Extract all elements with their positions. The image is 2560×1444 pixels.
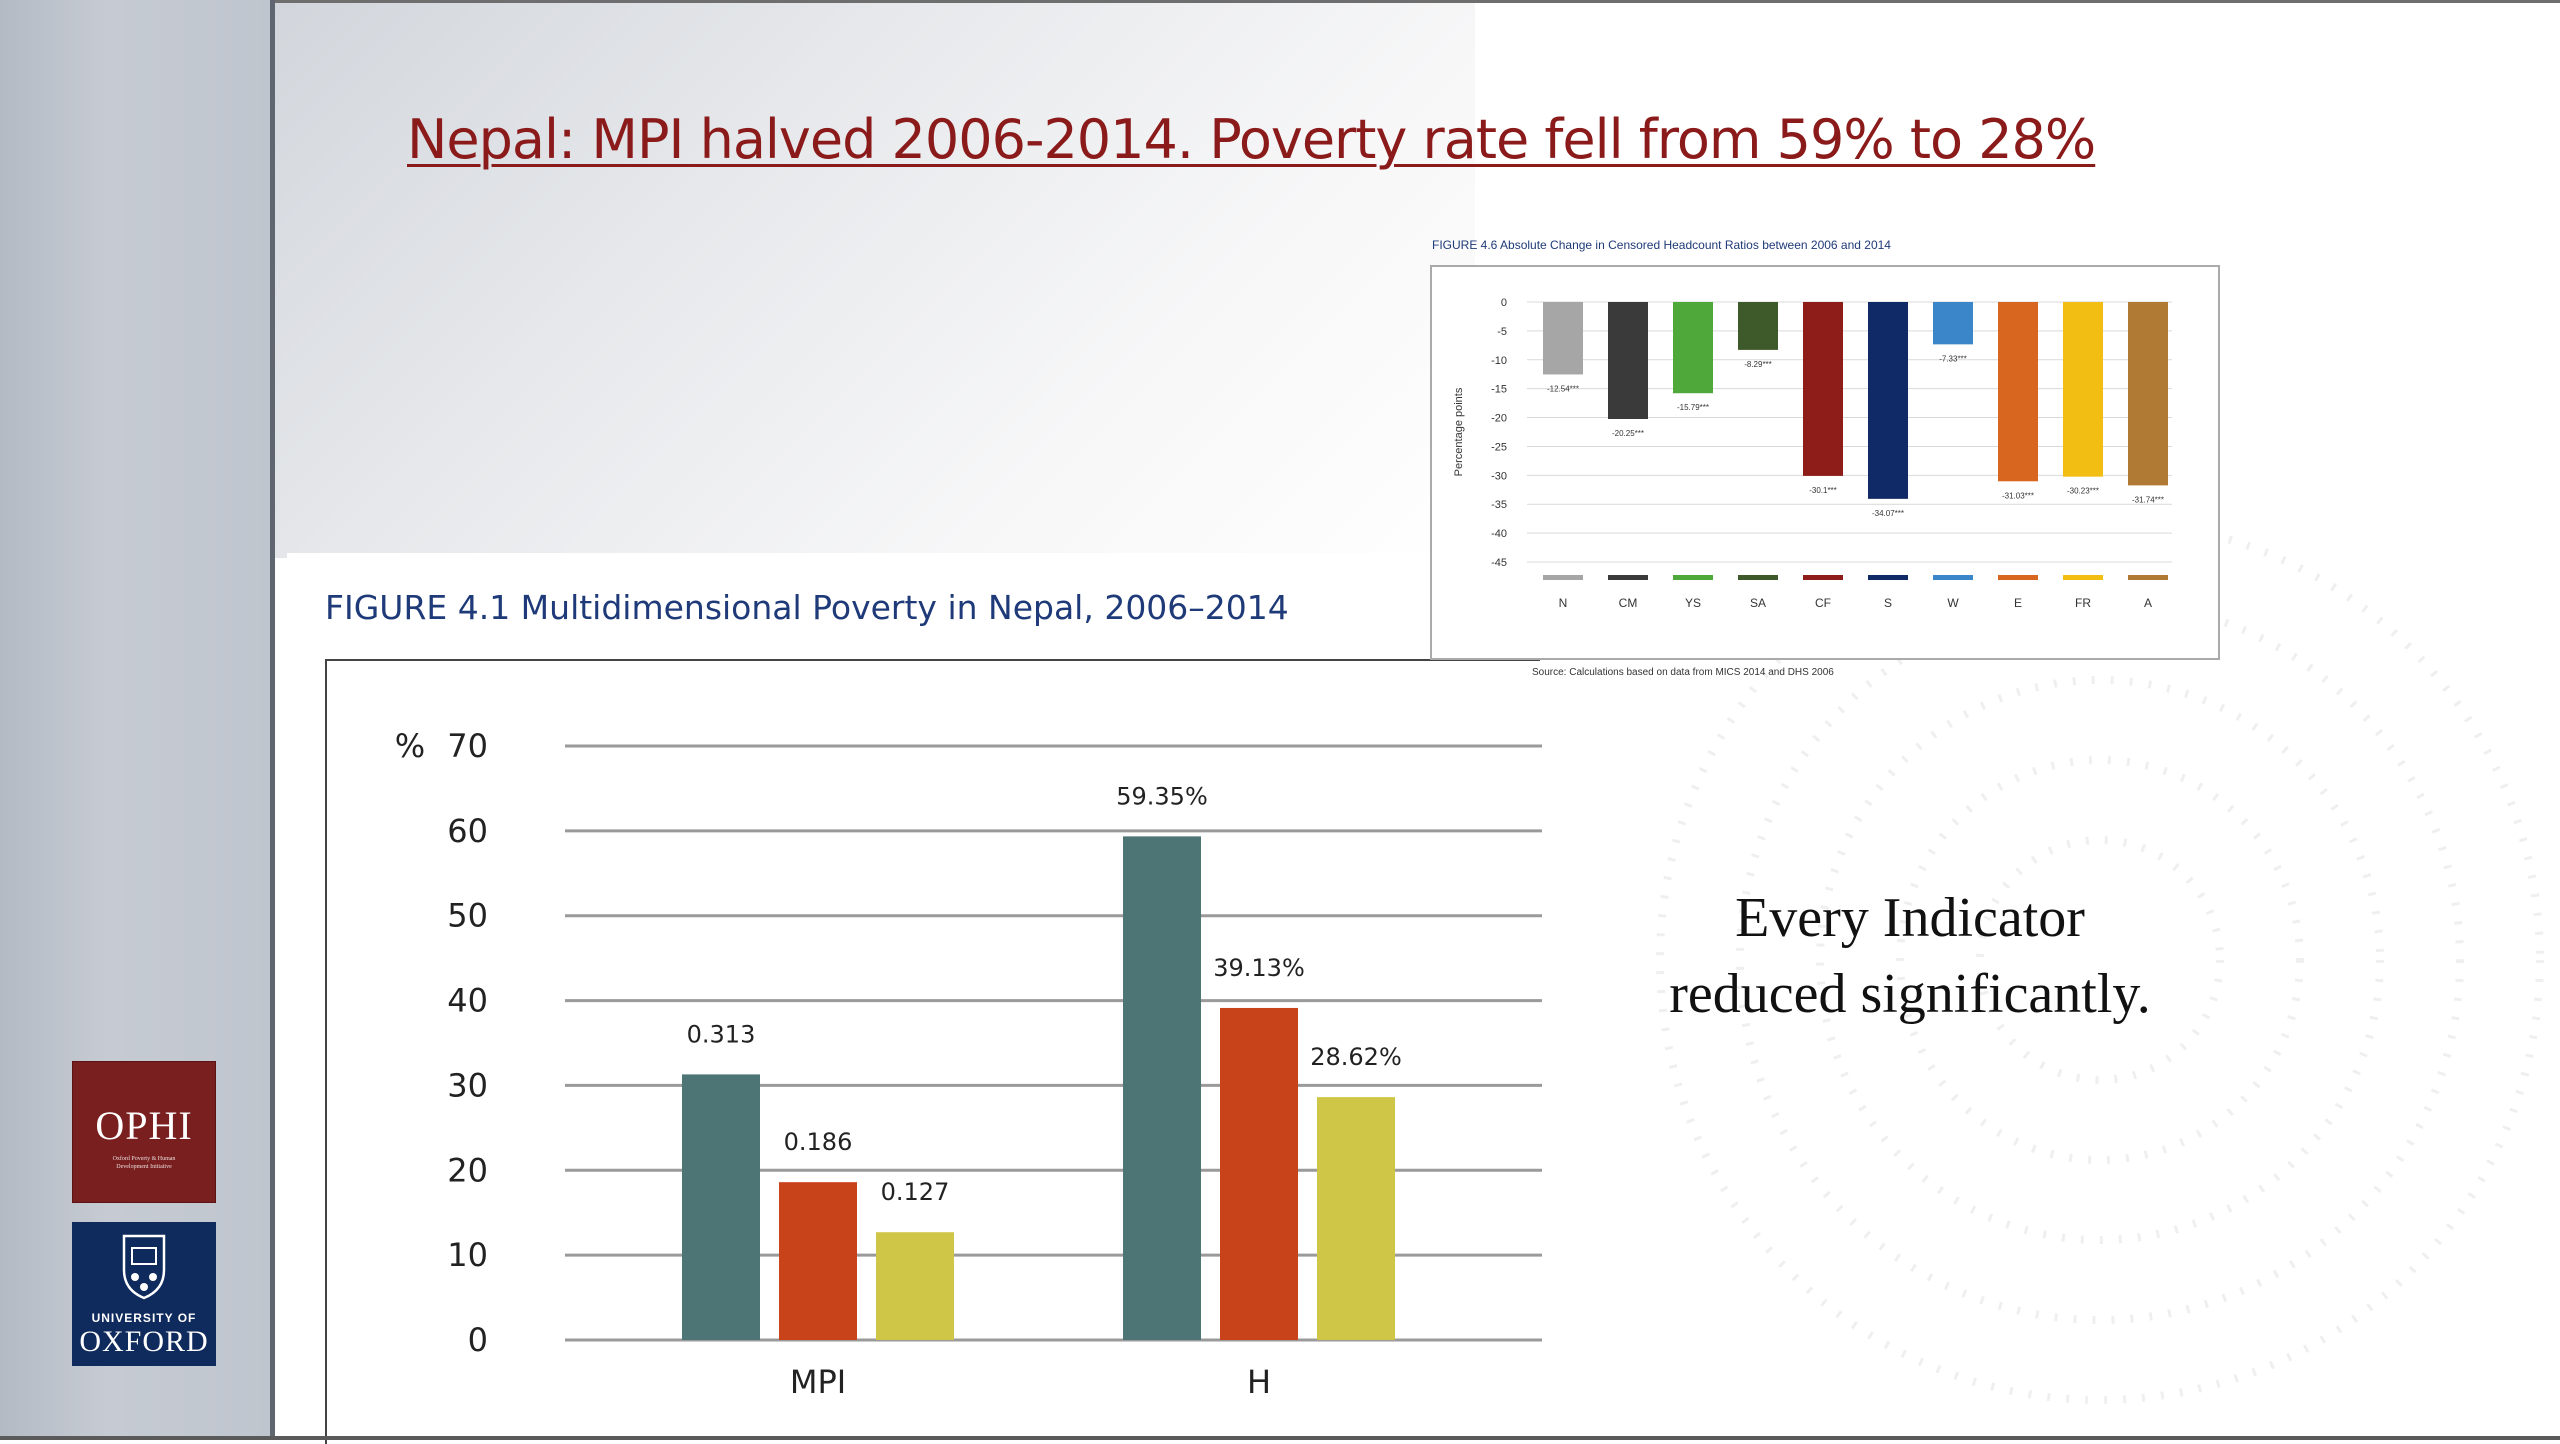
x-tick-label-ys: YS	[1685, 596, 1701, 610]
data-label-h-series-1: 59.35%	[1116, 782, 1208, 810]
y-unit-label: %	[395, 727, 425, 765]
x-tick-label-e: E	[2014, 596, 2022, 610]
data-label-w: -7.33***	[1939, 354, 1967, 363]
y-tick-label-5: 50	[447, 897, 488, 935]
bottom-border	[0, 1436, 2560, 1440]
y-tick-label-4: 40	[447, 982, 488, 1020]
y-tick-label-6: -30	[1491, 470, 1507, 482]
data-label-n: -12.54***	[1547, 384, 1579, 393]
figure-4-1-chart: 0 10 20 30 40 50 60 70% 0.313 0.186 0.127 MPI 59.35%…	[395, 727, 1542, 1401]
y-tick-label-4: -20	[1491, 413, 1507, 425]
y-tick-label-1: -5	[1497, 326, 1507, 338]
bar-sa	[1738, 302, 1778, 350]
bar-n	[1543, 302, 1583, 375]
legend-swatch-w	[1933, 575, 1973, 580]
y-tick-label-7: -35	[1491, 499, 1507, 511]
x-tick-label-h: H	[1247, 1363, 1271, 1401]
y-tick-label-7: 70	[447, 727, 488, 765]
y-axis-label: Percentage points	[1453, 387, 1465, 476]
oxford-name: OXFORD	[79, 1325, 209, 1358]
x-tick-label-sa: SA	[1750, 596, 1766, 610]
legend-swatch-a	[2128, 575, 2168, 580]
data-label-cf: -30.1***	[1809, 486, 1837, 495]
oxford-logo: UNIVERSITY OF OXFORD	[72, 1222, 216, 1366]
bar-h-series-3	[1317, 1097, 1395, 1340]
figure-4-6-chart: 0 -5 -10 -15 -20 -25 -30 -35 -40 -45 Percentage po…	[1453, 297, 2172, 610]
x-tick-label-s: S	[1884, 596, 1892, 610]
legend-swatch-e	[1998, 575, 2038, 580]
legend-swatch-s	[1868, 575, 1908, 580]
bar-w	[1933, 302, 1973, 345]
legend-swatch-cf	[1803, 575, 1843, 580]
bar-h-series-1	[1123, 836, 1201, 1340]
data-label-a: -31.74***	[2132, 495, 2164, 504]
data-label-ys: -15.79***	[1677, 403, 1709, 412]
bar-ys	[1673, 302, 1713, 394]
figure-4-6-source: Source: Calculations based on data from …	[1532, 667, 1834, 678]
legend-swatch-cm	[1608, 575, 1648, 580]
y-tick-label-2: 20	[447, 1151, 488, 1189]
data-label-sa: -8.29***	[1744, 360, 1772, 369]
y-tick-label-3: 30	[447, 1066, 488, 1104]
y-tick-label-9: -45	[1491, 557, 1507, 569]
top-border	[0, 0, 2560, 3]
data-label-e: -31.03***	[2002, 491, 2034, 500]
x-tick-label-cf: CF	[1815, 596, 1831, 610]
bar-a	[2128, 302, 2168, 486]
figure-4-6-title: FIGURE 4.6 Absolute Change in Censored H…	[1432, 238, 1891, 252]
slide-title: Nepal: MPI halved 2006-2014. Poverty rat…	[407, 108, 2096, 171]
legend-swatch-n	[1543, 575, 1583, 580]
y-tick-label-2: -10	[1491, 355, 1507, 367]
y-tick-label-6: 60	[447, 812, 488, 850]
bar-fr	[2063, 302, 2103, 477]
legend-swatch-fr	[2063, 575, 2103, 580]
y-tick-label-0: 0	[1501, 297, 1507, 309]
y-tick-label-5: -25	[1491, 441, 1507, 453]
data-label-mpi-series-3: 0.127	[881, 1178, 950, 1206]
y-tick-label-1: 10	[447, 1236, 488, 1274]
caption-line-2: reduced significantly.	[1669, 963, 2151, 1025]
bar-mpi-series-1	[682, 1074, 760, 1340]
data-label-s: -34.07***	[1872, 509, 1904, 518]
x-tick-label-fr: FR	[2075, 596, 2091, 610]
x-tick-label-mpi: MPI	[790, 1363, 846, 1401]
bar-s	[1868, 302, 1908, 499]
figure-4-1-frame	[325, 659, 1540, 1444]
sidebar-divider	[270, 0, 275, 1440]
slide-background-gradient	[275, 3, 1475, 558]
figure-4-1-title: FIGURE 4.1 Multidimensional Poverty in N…	[325, 588, 1289, 627]
x-tick-label-w: W	[1947, 596, 1959, 610]
bar-e	[1998, 302, 2038, 482]
bar-h-series-2	[1220, 1007, 1298, 1340]
ophi-logo-subtitle: Oxford Poverty & Human Development Initi…	[112, 1156, 176, 1170]
x-tick-label-n: N	[1559, 596, 1568, 610]
data-label-h-series-3: 28.62%	[1310, 1043, 1402, 1071]
data-label-mpi-series-1: 0.313	[687, 1020, 756, 1048]
y-tick-label-3: -15	[1491, 384, 1507, 396]
y-tick-label-8: -40	[1491, 528, 1507, 540]
bar-mpi-series-3	[876, 1232, 954, 1340]
bar-cm	[1608, 302, 1648, 419]
x-tick-label-cm: CM	[1619, 596, 1638, 610]
ophi-logo-name: OPHI	[95, 1103, 193, 1148]
ophi-logo: OPHI Oxford Poverty & Human Development …	[72, 1061, 216, 1203]
bar-mpi-series-2	[779, 1182, 857, 1340]
legend-swatch-ys	[1673, 575, 1713, 580]
slide-caption: Every Indicator reduced significantly.	[1610, 880, 2210, 1032]
caption-line-1: Every Indicator	[1735, 887, 2085, 949]
data-label-fr: -30.23***	[2067, 487, 2099, 496]
oxford-crest-icon	[122, 1234, 166, 1300]
data-label-mpi-series-2: 0.186	[784, 1128, 853, 1156]
data-label-cm: -20.25***	[1612, 429, 1644, 438]
data-label-h-series-2: 39.13%	[1213, 954, 1305, 982]
y-tick-label-0: 0	[468, 1321, 488, 1359]
legend-swatch-sa	[1738, 575, 1778, 580]
bar-cf	[1803, 302, 1843, 476]
x-tick-label-a: A	[2144, 596, 2152, 610]
oxford-university-label: UNIVERSITY OF	[91, 1311, 197, 1325]
